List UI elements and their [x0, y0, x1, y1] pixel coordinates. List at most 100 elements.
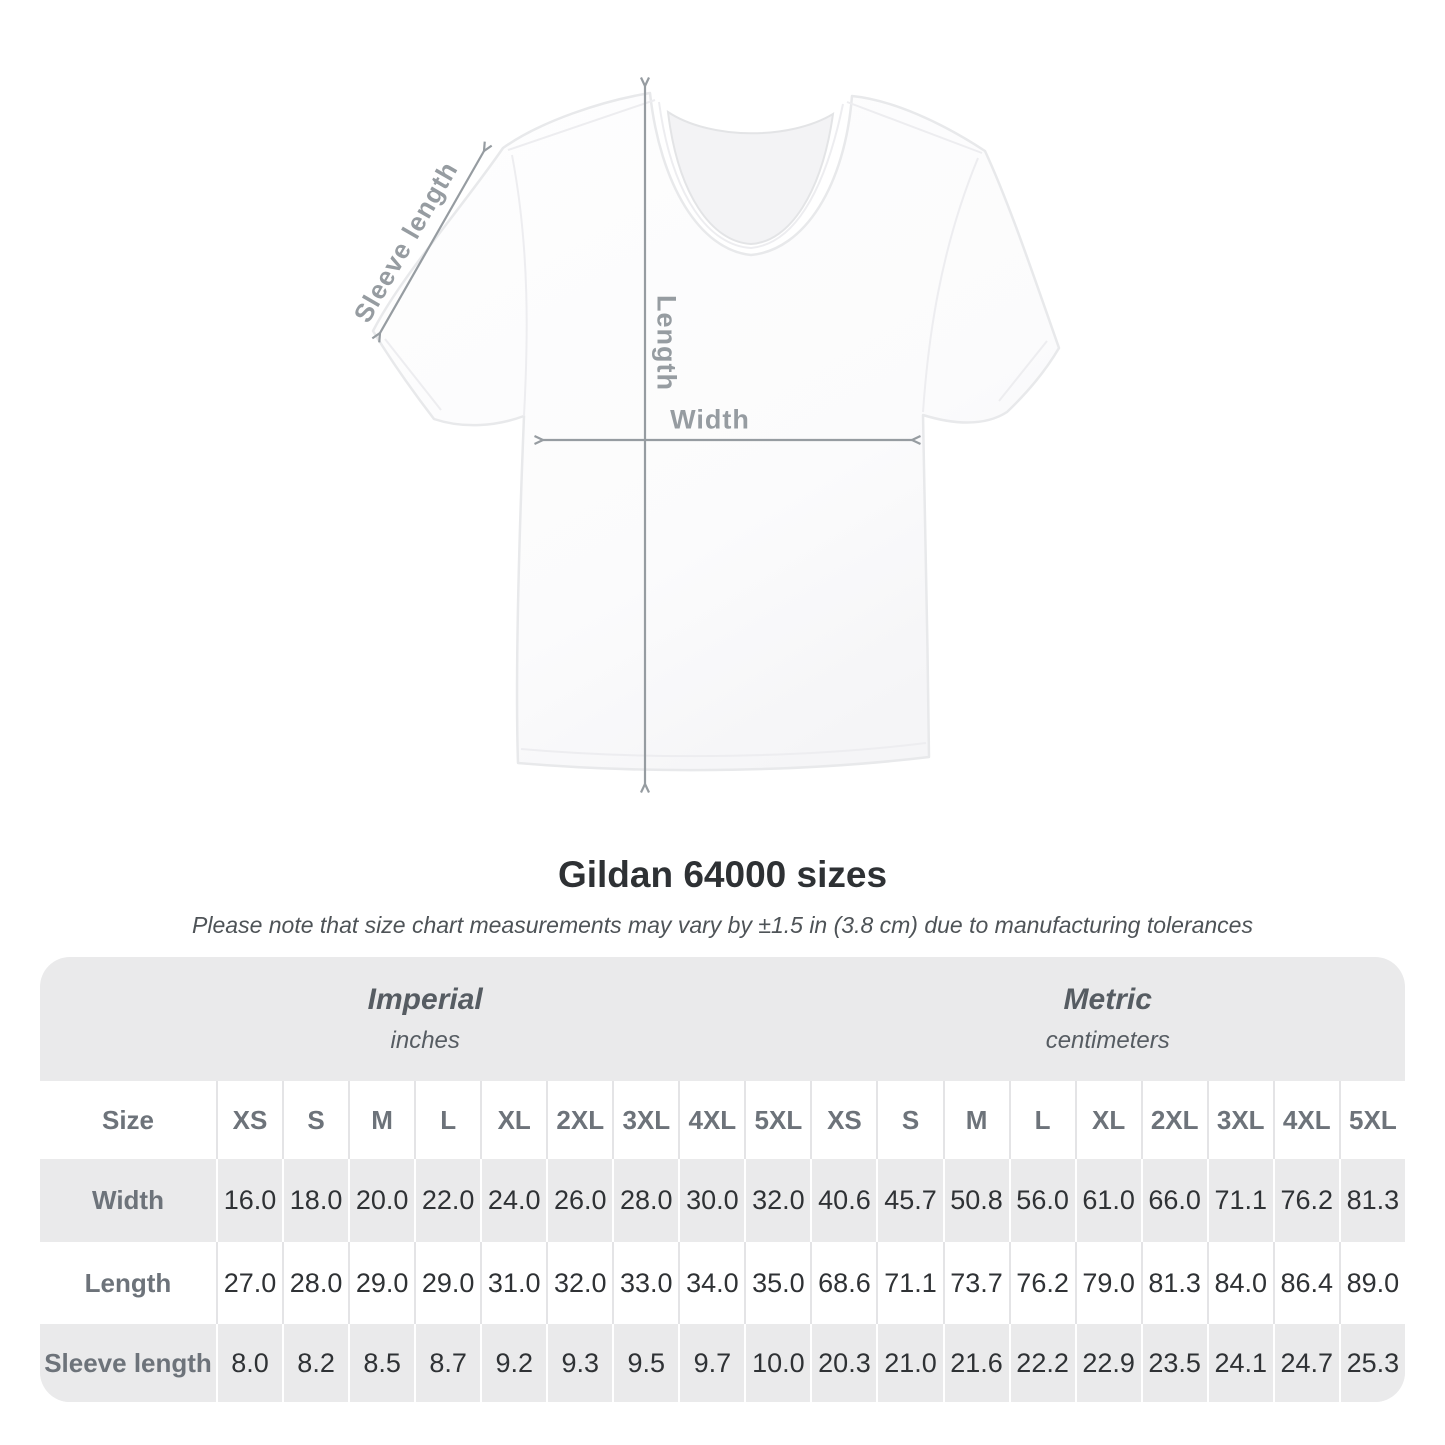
tshirt-measurement-diagram: Sleeve length Length Width	[0, 0, 1061, 830]
value-cell: 22.2	[1008, 1324, 1075, 1402]
size-cell: 2XL	[546, 1081, 612, 1159]
sleeve-length-arrow	[380, 151, 484, 333]
value-cell: 8.5	[348, 1324, 414, 1402]
width-label: Width	[670, 404, 750, 435]
value-cell: 16.0	[216, 1159, 282, 1242]
value-cell: 31.0	[480, 1242, 546, 1324]
value-cell: 26.0	[546, 1159, 612, 1242]
value-cell: 73.7	[942, 1242, 1009, 1324]
size-table-container: Imperial inches Metric centimeters Size …	[40, 957, 1405, 1402]
unit-group-row: Imperial inches Metric centimeters	[40, 957, 1405, 1081]
metric-group-header: Metric centimeters	[810, 957, 1405, 1081]
value-cell: 25.3	[1338, 1324, 1405, 1402]
imperial-group-header: Imperial inches	[40, 957, 810, 1081]
value-cell: 71.1	[876, 1242, 942, 1324]
size-cell: XL	[1074, 1081, 1141, 1159]
value-cell: 32.0	[546, 1242, 612, 1324]
size-cell: 3XL	[1206, 1081, 1273, 1159]
size-cell: 2XL	[1140, 1081, 1207, 1159]
value-cell: 22.0	[414, 1159, 480, 1242]
size-cell: XS	[216, 1081, 282, 1159]
value-cell: 76.2	[1272, 1159, 1339, 1242]
imperial-heading: Imperial	[367, 983, 483, 1016]
row-label: Sleeve length	[44, 1347, 212, 1378]
imperial-unit: inches	[390, 1027, 460, 1054]
value-cell: 66.0	[1140, 1159, 1207, 1242]
caption: Gildan 64000 sizes Please note that size…	[0, 854, 1445, 939]
page-title: Gildan 64000 sizes	[557, 854, 888, 895]
sleeve-length-row: Sleeve length 8.0 8.2 8.5 8.7 9.2 9.3 9.…	[40, 1324, 1405, 1402]
value-cell: 71.1	[1206, 1159, 1273, 1242]
value-cell: 50.8	[942, 1159, 1009, 1242]
value-cell: 40.6	[810, 1159, 876, 1242]
size-header: Size	[101, 1104, 155, 1135]
metric-heading: Metric	[1063, 983, 1152, 1016]
value-cell: 9.5	[612, 1324, 678, 1402]
size-cell: L	[414, 1081, 480, 1159]
row-label: Length	[84, 1267, 172, 1298]
size-cell: S	[282, 1081, 348, 1159]
value-cell: 86.4	[1272, 1242, 1339, 1324]
size-cell: 5XL	[1338, 1081, 1405, 1159]
value-cell: 30.0	[678, 1159, 744, 1242]
size-cell: 4XL	[678, 1081, 744, 1159]
cuff-seam-left	[384, 338, 442, 411]
value-cell: 81.3	[1338, 1159, 1405, 1242]
value-cell: 23.5	[1140, 1324, 1207, 1402]
size-cell: L	[1008, 1081, 1075, 1159]
size-header-row: Size XS S M L XL 2XL 3XL 4XL 5XL XS S M …	[40, 1081, 1405, 1159]
size-cell: 5XL	[744, 1081, 810, 1159]
cuff-seam-right	[998, 340, 1048, 402]
value-cell: 35.0	[744, 1242, 810, 1324]
value-cell: 27.0	[216, 1242, 282, 1324]
width-row: Width 16.0 18.0 20.0 22.0 24.0 26.0 28.0…	[40, 1159, 1405, 1242]
value-cell: 28.0	[282, 1242, 348, 1324]
value-cell: 56.0	[1008, 1159, 1075, 1242]
value-cell: 29.0	[348, 1242, 414, 1324]
value-cell: 34.0	[678, 1242, 744, 1324]
value-cell: 81.3	[1140, 1242, 1207, 1324]
size-cell: XS	[810, 1081, 876, 1159]
value-cell: 33.0	[612, 1242, 678, 1324]
tshirt-silhouette	[371, 91, 1061, 772]
value-cell: 8.0	[216, 1324, 282, 1402]
length-row: Length 27.0 28.0 29.0 29.0 31.0 32.0 33.…	[40, 1242, 1405, 1324]
size-cell: S	[876, 1081, 942, 1159]
value-cell: 76.2	[1008, 1242, 1075, 1324]
value-cell: 24.7	[1272, 1324, 1339, 1402]
value-cell: 21.0	[876, 1324, 942, 1402]
value-cell: 9.3	[546, 1324, 612, 1402]
armhole-seam-left	[511, 154, 528, 417]
value-cell: 32.0	[744, 1159, 810, 1242]
value-cell: 28.0	[612, 1159, 678, 1242]
value-cell: 9.7	[678, 1324, 744, 1402]
size-cell: M	[942, 1081, 1009, 1159]
value-cell: 61.0	[1074, 1159, 1141, 1242]
value-cell: 79.0	[1074, 1242, 1141, 1324]
value-cell: 89.0	[1338, 1242, 1405, 1324]
value-cell: 24.1	[1206, 1324, 1273, 1402]
value-cell: 8.2	[282, 1324, 348, 1402]
value-cell: 29.0	[414, 1242, 480, 1324]
tolerance-note: Please note that size chart measurements…	[192, 912, 1253, 938]
value-cell: 68.6	[810, 1242, 876, 1324]
shoulder-seam-right	[846, 101, 983, 154]
hem-seam	[520, 742, 927, 758]
shoulder-seam-left	[507, 99, 656, 151]
value-cell: 20.0	[348, 1159, 414, 1242]
value-cell: 9.2	[480, 1324, 546, 1402]
tshirt-photo	[0, 0, 1061, 830]
value-cell: 84.0	[1206, 1242, 1273, 1324]
tshirt-collar	[666, 109, 835, 246]
value-cell: 8.7	[414, 1324, 480, 1402]
size-cell: XL	[480, 1081, 546, 1159]
row-label: Width	[92, 1185, 164, 1215]
value-cell: 21.6	[942, 1324, 1009, 1402]
size-cell: 4XL	[1272, 1081, 1339, 1159]
size-cell: 3XL	[612, 1081, 678, 1159]
collar-seam	[658, 101, 844, 250]
value-cell: 24.0	[480, 1159, 546, 1242]
metric-unit: centimeters	[1045, 1027, 1170, 1054]
armhole-seam-right	[922, 157, 979, 413]
